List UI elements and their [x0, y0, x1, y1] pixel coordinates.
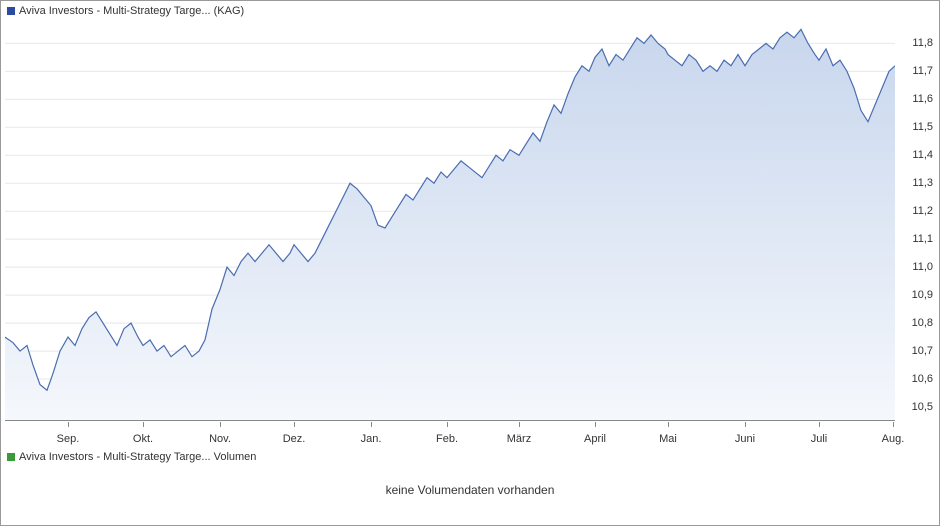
no-volume-text: keine Volumendaten vorhanden — [1, 483, 939, 497]
x-tick-label: April — [584, 433, 606, 445]
price-chart — [5, 21, 895, 421]
x-tick-label: Sep. — [57, 433, 80, 445]
x-tick-label: Juli — [811, 433, 828, 445]
x-axis: Sep. Okt. Nov. Dez. Jan. Feb. März April Mai Juni… — [5, 427, 895, 447]
x-tick-label: Nov. — [209, 433, 231, 445]
y-tick-label: 11,5 — [893, 121, 933, 133]
x-tick-label: Feb. — [436, 433, 458, 445]
x-tick-label: Jan. — [361, 433, 382, 445]
y-tick-label: 10,9 — [893, 289, 933, 301]
y-tick-label: 11,8 — [893, 37, 933, 49]
x-tick-label: März — [507, 433, 531, 445]
chart-container: Aviva Investors - Multi-Strategy Targe..… — [0, 0, 940, 526]
y-tick-label: 10,8 — [893, 317, 933, 329]
y-axis: 10,5 10,6 10,7 10,8 10,9 11,0 11,1 11,2 11,3 11,4… — [893, 21, 933, 421]
y-tick-label: 11,0 — [893, 261, 933, 273]
x-tick-label: Juni — [735, 433, 755, 445]
x-tick-label: Mai — [659, 433, 677, 445]
chart-svg — [5, 21, 895, 421]
x-tick-label: Okt. — [133, 433, 153, 445]
legend-top-swatch — [7, 7, 15, 15]
y-tick-label: 11,3 — [893, 177, 933, 189]
legend-bottom-label: Aviva Investors - Multi-Strategy Targe..… — [19, 451, 256, 463]
legend-bottom-swatch — [7, 453, 15, 461]
y-tick-label: 11,7 — [893, 65, 933, 77]
legend-bottom: Aviva Investors - Multi-Strategy Targe..… — [7, 451, 256, 463]
y-tick-label: 11,4 — [893, 149, 933, 161]
y-tick-label: 11,6 — [893, 93, 933, 105]
y-tick-label: 10,7 — [893, 345, 933, 357]
y-tick-label: 11,2 — [893, 205, 933, 217]
legend-top-label: Aviva Investors - Multi-Strategy Targe..… — [19, 5, 244, 17]
y-tick-label: 11,1 — [893, 233, 933, 245]
legend-top: Aviva Investors - Multi-Strategy Targe..… — [7, 5, 244, 17]
x-tick-label: Aug. — [882, 433, 905, 445]
y-tick-label: 10,6 — [893, 373, 933, 385]
y-tick-label: 10,5 — [893, 401, 933, 413]
x-tick-label: Dez. — [283, 433, 306, 445]
